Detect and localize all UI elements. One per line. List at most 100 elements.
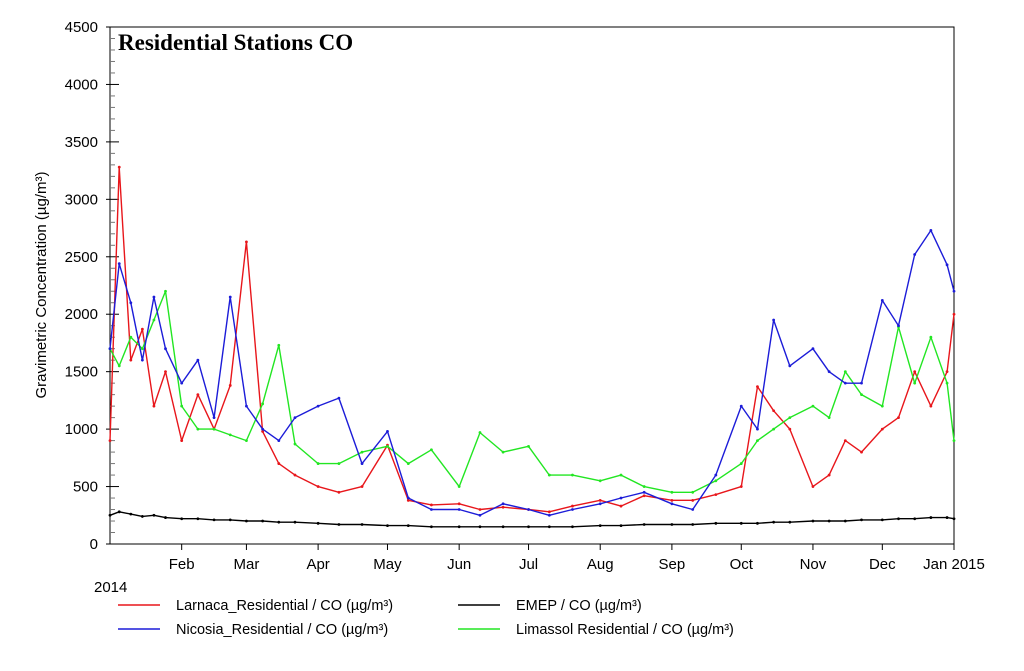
data-point <box>827 416 831 420</box>
data-point <box>501 525 505 529</box>
data-point <box>277 439 281 442</box>
data-point <box>129 335 133 339</box>
data-point <box>952 439 956 442</box>
data-point <box>843 381 847 385</box>
series-line <box>109 229 955 516</box>
data-point <box>571 504 574 508</box>
y-tick-label: 0 <box>90 536 98 553</box>
data-point <box>547 473 551 477</box>
legend-label: EMEP / CO (µg/m³) <box>516 598 642 614</box>
data-point <box>261 519 265 523</box>
data-point <box>430 448 433 452</box>
y-tick-label: 3500 <box>65 134 98 151</box>
data-point <box>360 485 364 488</box>
data-point <box>860 450 863 454</box>
data-point <box>108 513 112 517</box>
data-point <box>196 427 200 431</box>
data-point <box>406 524 410 528</box>
data-point <box>598 498 602 502</box>
data-point <box>880 427 884 431</box>
data-point <box>117 165 121 169</box>
data-point <box>293 473 297 477</box>
x-tick-label: Jan 2015 <box>923 556 985 573</box>
data-point <box>228 518 232 522</box>
data-point <box>228 433 232 437</box>
data-point <box>140 515 144 518</box>
data-point <box>337 523 341 526</box>
data-point <box>316 521 320 525</box>
data-point <box>642 485 646 488</box>
data-point <box>337 462 341 465</box>
data-point <box>843 519 847 523</box>
x-tick-label: Feb <box>169 556 195 573</box>
data-point <box>952 289 956 293</box>
data-point <box>457 502 461 506</box>
data-point <box>691 508 695 511</box>
data-point <box>180 517 184 521</box>
data-point <box>180 381 184 385</box>
series-line <box>109 511 955 528</box>
data-point <box>929 335 933 339</box>
data-point <box>772 409 776 413</box>
y-tick-label: 500 <box>73 479 98 496</box>
data-point <box>571 508 574 511</box>
x-tick-label: Jun <box>447 556 471 573</box>
legend-label: Limassol Residential / CO (µg/m³) <box>516 622 734 638</box>
data-point <box>897 416 900 420</box>
data-point <box>897 517 900 521</box>
data-point <box>788 416 792 420</box>
x-axis: Feb Mar Apr May Jun Jul Aug Sep Oct Nov Dec Jan 201… <box>169 544 985 573</box>
y-tick-label: 1500 <box>65 364 98 381</box>
data-point <box>756 439 759 442</box>
data-point <box>619 504 623 508</box>
data-point <box>642 490 646 494</box>
x-tick-label: Dec <box>869 556 896 573</box>
data-point <box>316 485 320 488</box>
data-point <box>386 430 389 433</box>
data-point <box>196 517 200 521</box>
data-point <box>501 450 505 454</box>
data-point <box>788 427 792 431</box>
data-point <box>811 519 815 523</box>
data-point <box>277 343 281 347</box>
data-point <box>164 370 167 374</box>
data-point <box>739 485 743 488</box>
data-point <box>386 444 389 448</box>
data-point <box>228 295 232 299</box>
data-point <box>714 521 718 525</box>
chart-title: Residential Stations CO <box>118 30 353 55</box>
data-point <box>880 299 884 302</box>
data-point <box>245 404 248 408</box>
data-point <box>360 523 364 526</box>
data-point <box>913 370 917 374</box>
data-point <box>501 502 505 506</box>
data-point <box>880 404 884 408</box>
data-point <box>843 370 847 374</box>
data-point <box>714 479 718 483</box>
data-point <box>811 485 815 488</box>
series-lines <box>108 165 956 529</box>
data-point <box>642 523 646 526</box>
data-point <box>117 510 121 514</box>
data-point <box>772 318 776 322</box>
data-point <box>598 524 602 528</box>
data-point <box>129 358 133 362</box>
x-tick-label: Aug <box>587 556 614 573</box>
data-point <box>293 442 297 446</box>
series-line <box>109 290 955 493</box>
data-point <box>164 516 167 519</box>
data-point <box>945 263 949 267</box>
data-point <box>739 404 743 408</box>
data-point <box>293 520 297 524</box>
data-point <box>913 517 917 521</box>
y-tick-label: 4500 <box>65 19 98 36</box>
legend-label: Nicosia_Residential / CO (µg/m³) <box>176 622 388 638</box>
data-point <box>478 431 482 434</box>
data-point <box>261 430 265 433</box>
y-axis: 0 500 1000 1500 2000 2500 3000 3500 4000 4500 <box>65 19 119 553</box>
y-minor-ticks <box>110 37 115 534</box>
x-tick-label: Sep <box>659 556 686 573</box>
x-tick-label: Oct <box>730 556 754 573</box>
data-point <box>642 494 646 498</box>
